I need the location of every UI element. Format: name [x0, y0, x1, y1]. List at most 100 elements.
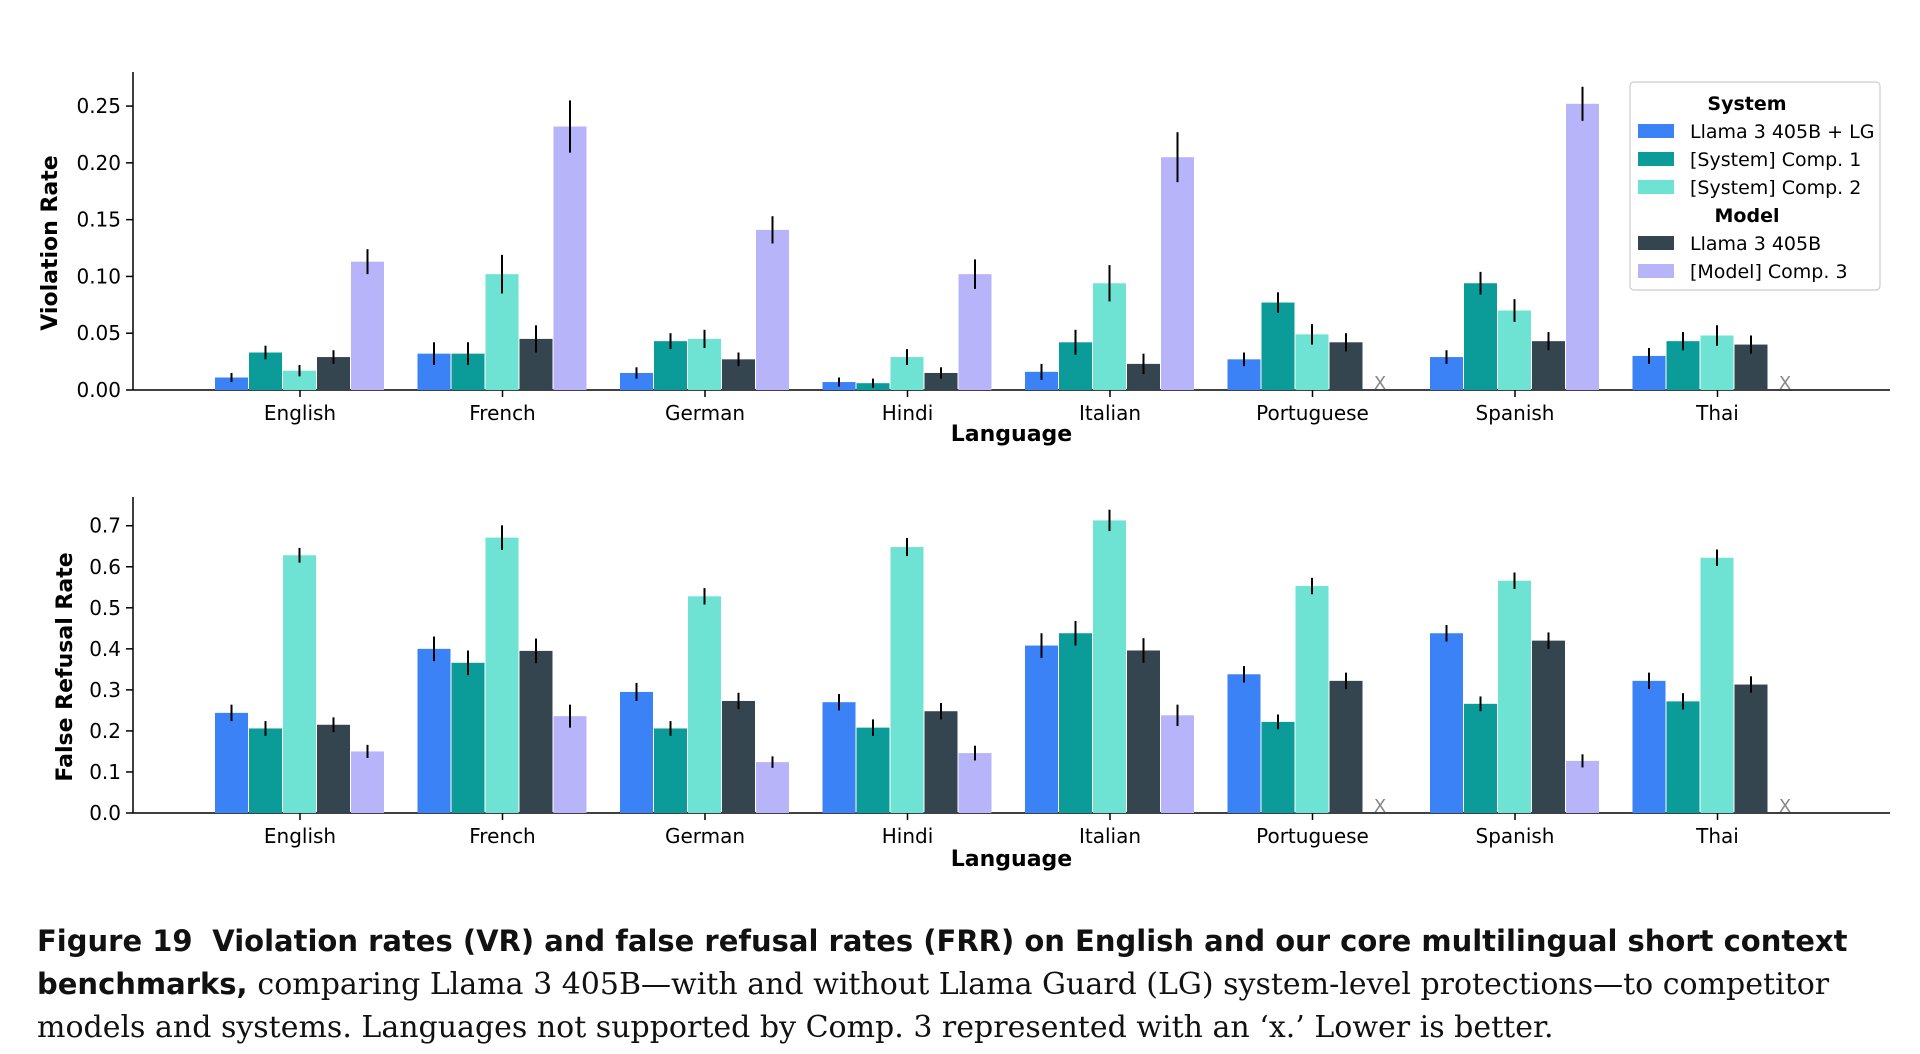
x-axis-label: Language — [951, 847, 1072, 872]
bar-model-comp-3-german — [756, 229, 789, 390]
x-tick-label-hindi: Hindi — [882, 824, 934, 848]
bar-model-comp-3-german — [756, 762, 789, 813]
legend-entry-llama-3-405b: Llama 3 405B — [1690, 233, 1821, 255]
x-tick-label-portuguese: Portuguese — [1256, 401, 1369, 425]
bar-system-comp-2-spanish — [1498, 580, 1531, 813]
legend-entry-system-comp-1: [System] Comp. 1 — [1690, 149, 1861, 171]
x-tick-label-hindi: Hindi — [882, 401, 934, 425]
bar-llama-3-405b-lg-german — [620, 372, 653, 390]
bar-llama-3-405b-lg-thai — [1632, 680, 1666, 813]
bar-system-comp-2-italian — [1093, 520, 1126, 813]
bar-model-comp-3-italian — [1161, 157, 1194, 390]
bar-llama-3-405b-italian — [1127, 650, 1160, 813]
y-tick-label: 0.7 — [89, 514, 121, 538]
x-tick-label-english: English — [264, 401, 336, 425]
bar-system-comp-2-english — [283, 555, 316, 813]
false-refusal-rate-chart: 0.0 0.1 0.2 0.3 0.4 0.5 0.6 0.7 False Refusal Ra… — [53, 497, 1890, 872]
y-tick-label: 0.1 — [89, 760, 121, 784]
bar-llama-3-405b-lg-portuguese — [1227, 674, 1261, 813]
legend-frame — [1629, 81, 1881, 291]
y-tick-label: 0.20 — [76, 151, 121, 175]
legend-group-title: System — [1707, 93, 1786, 115]
bar-llama-3-405b-english — [317, 724, 350, 813]
bar-llama-3-405b-lg-french — [417, 648, 451, 813]
missing-marker: X — [1374, 796, 1386, 817]
bar-llama-3-405b-lg-german — [620, 691, 653, 813]
legend-swatch — [1638, 264, 1674, 278]
bar-model-comp-3-english — [351, 751, 384, 813]
x-tick-label-italian: Italian — [1079, 401, 1141, 425]
x-tick-label-spanish: Spanish — [1476, 401, 1555, 425]
bar-system-comp-2-thai — [1700, 557, 1734, 813]
y-tick-label: 0.5 — [89, 596, 121, 620]
caption-heading: Violation rates (VR) and false refusal r… — [37, 924, 1848, 1001]
x-tick-label-portuguese: Portuguese — [1256, 824, 1369, 848]
bar-model-comp-3-hindi — [958, 274, 992, 390]
bar-system-comp-1-spanish — [1464, 283, 1497, 390]
bar-system-comp-1-thai — [1666, 701, 1700, 813]
violation-rate-chart: 0.00 0.05 0.10 0.15 0.20 0.25 Violation Rate La… — [38, 72, 1890, 447]
y-tick-label: 0.6 — [89, 555, 121, 579]
missing-marker: X — [1374, 373, 1386, 394]
y-tick-label: 0.15 — [76, 208, 121, 232]
legend-swatch — [1638, 236, 1674, 250]
bar-model-comp-3-italian — [1161, 715, 1194, 813]
bar-llama-3-405b-hindi — [924, 372, 958, 390]
legend-swatch — [1638, 152, 1674, 166]
figure-caption: Figure 19 Violation rates (VR) and false… — [37, 920, 1907, 1049]
y-tick-label: 0.10 — [76, 264, 121, 288]
x-tick-label-french: French — [469, 824, 535, 848]
bar-system-comp-1-french — [451, 662, 485, 813]
bar-llama-3-405b-lg-italian — [1025, 371, 1058, 390]
missing-marker: X — [1779, 796, 1791, 817]
bar-system-comp-2-hindi — [890, 547, 924, 813]
bar-system-comp-2-spanish — [1498, 310, 1531, 390]
bar-model-comp-3-spanish — [1566, 103, 1599, 391]
x-tick-label-french: French — [469, 401, 535, 425]
legend-entry-llama-3-405b-lg: Llama 3 405B + LG — [1690, 121, 1874, 143]
x-tick-label-german: German — [665, 824, 745, 848]
bar-llama-3-405b-german — [722, 700, 755, 813]
legend-entry-model-comp-3: [Model] Comp. 3 — [1690, 261, 1848, 283]
bar-system-comp-2-german — [688, 596, 721, 813]
x-tick-label-italian: Italian — [1079, 824, 1141, 848]
y-tick-label: 0.4 — [89, 637, 121, 661]
bar-llama-3-405b-lg-spanish — [1430, 633, 1463, 813]
bar-system-comp-1-portuguese — [1261, 721, 1295, 813]
y-tick-label: 0.3 — [89, 678, 121, 702]
legend-entry-system-comp-2: [System] Comp. 2 — [1690, 177, 1861, 199]
legend: System Llama 3 405B + LG [System] Comp. 1 [… — [1629, 81, 1881, 291]
bar-system-comp-1-spanish — [1464, 703, 1497, 813]
y-tick-label: 0.2 — [89, 719, 121, 743]
bar-llama-3-405b-portuguese — [1329, 680, 1363, 813]
bar-llama-3-405b-lg-english — [215, 377, 248, 390]
x-tick-label-english: English — [264, 824, 336, 848]
bar-llama-3-405b-hindi — [924, 711, 958, 813]
bar-system-comp-1-portuguese — [1261, 302, 1295, 390]
bar-system-comp-1-hindi — [856, 727, 890, 813]
legend-group-title: Model — [1715, 205, 1780, 227]
x-tick-label-thai: Thai — [1695, 824, 1739, 848]
legend-swatch — [1638, 180, 1674, 194]
legend-swatch — [1638, 124, 1674, 138]
y-axis-label: False Refusal Rate — [53, 552, 78, 781]
missing-marker: X — [1779, 373, 1791, 394]
bar-model-comp-3-french — [553, 716, 587, 813]
bar-llama-3-405b-spanish — [1532, 640, 1565, 813]
x-axis-label: Language — [951, 422, 1072, 447]
x-tick-label-german: German — [665, 401, 745, 425]
y-tick-label: 0.00 — [76, 378, 121, 402]
bar-model-comp-3-english — [351, 261, 384, 390]
x-tick-label-thai: Thai — [1695, 401, 1739, 425]
bar-system-comp-1-italian — [1059, 633, 1092, 813]
y-tick-label: 0.0 — [89, 801, 121, 825]
bar-system-comp-1-german — [654, 341, 687, 390]
y-tick-label: 0.05 — [76, 321, 121, 345]
bar-system-comp-1-german — [654, 728, 687, 813]
bar-llama-3-405b-thai — [1734, 684, 1768, 813]
caption-text: comparing Llama 3 405B—with and without … — [37, 967, 1830, 1045]
y-axis-label: Violation Rate — [38, 155, 63, 330]
bar-llama-3-405b-lg-italian — [1025, 645, 1058, 813]
bar-system-comp-1-english — [249, 728, 282, 813]
